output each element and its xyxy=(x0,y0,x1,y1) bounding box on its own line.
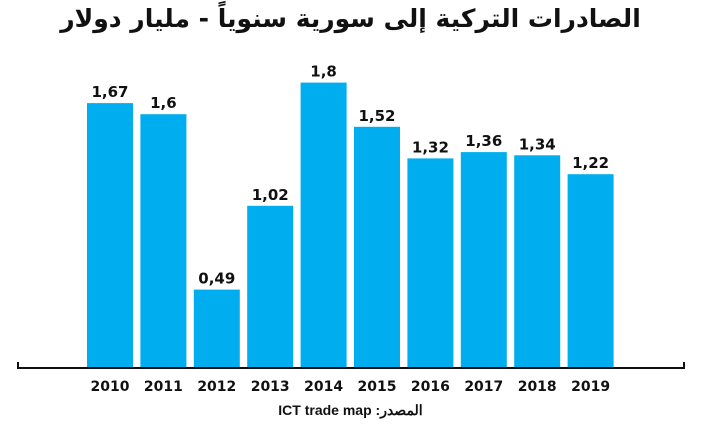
value-label-2014: 1,8 xyxy=(310,63,337,81)
value-labels-group: 1,67 1,6 0,49 1,02 1,8 1,52 1,32 1,36 1,34 1,22 xyxy=(91,63,609,288)
bar-2012 xyxy=(193,289,240,367)
value-label-2018: 1,34 xyxy=(519,135,556,153)
x-tick-label-2014: 2014 xyxy=(304,379,343,395)
source-note: المصدر: ICT trade map xyxy=(0,402,701,419)
bar-2011 xyxy=(140,114,187,367)
value-label-2010: 1,67 xyxy=(91,83,128,101)
source-text: المصدر: ICT trade map xyxy=(278,402,423,418)
x-tick-label-2013: 2013 xyxy=(251,379,290,395)
x-tick-label-2016: 2016 xyxy=(411,379,450,395)
x-tick-label-2011: 2011 xyxy=(144,379,183,395)
value-label-2012: 0,49 xyxy=(198,270,235,288)
bar-2016 xyxy=(407,158,454,367)
value-label-2013: 1,02 xyxy=(252,186,289,204)
value-label-2016: 1,32 xyxy=(412,138,449,156)
value-label-2011: 1,6 xyxy=(150,94,177,112)
x-tick-label-2018: 2018 xyxy=(518,379,557,395)
x-tick-label-2017: 2017 xyxy=(464,379,503,395)
bars-group xyxy=(87,82,614,367)
bar-2014 xyxy=(300,82,347,367)
x-tick-label-2019: 2019 xyxy=(571,379,610,395)
bar-2015 xyxy=(354,126,400,367)
bar-2019 xyxy=(567,174,614,367)
value-label-2015: 1,52 xyxy=(358,107,395,125)
bar-2013 xyxy=(247,205,294,367)
value-label-2017: 1,36 xyxy=(465,132,502,150)
x-tick-labels-group: 2010 2011 2012 2013 2014 2015 2016 2017 2018 2019 xyxy=(91,379,611,395)
x-tick-label-2015: 2015 xyxy=(358,379,397,395)
bar-2018 xyxy=(514,155,561,367)
x-tick-label-2012: 2012 xyxy=(197,379,236,395)
value-label-2019: 1,22 xyxy=(572,154,609,172)
chart-title: الصادرات التركية إلى سورية سنوياً - مليا… xyxy=(60,4,641,33)
x-tick-label-2010: 2010 xyxy=(91,379,130,395)
bar-2010 xyxy=(87,103,133,367)
bar-2017 xyxy=(460,152,507,367)
